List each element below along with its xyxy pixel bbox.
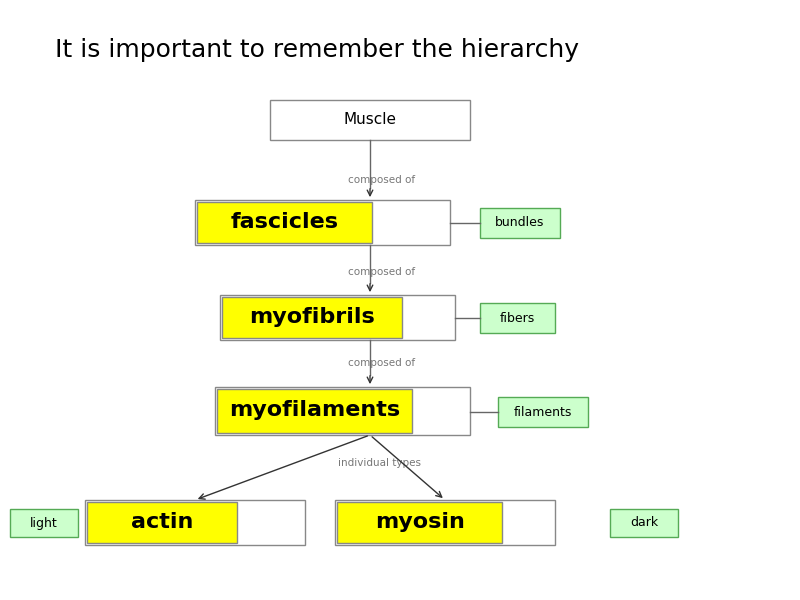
Bar — [217, 389, 412, 433]
Text: fascicles: fascicles — [231, 212, 339, 232]
Bar — [480, 208, 560, 238]
Bar — [195, 200, 450, 245]
Bar — [337, 502, 502, 543]
Bar — [498, 397, 588, 427]
Bar — [197, 202, 372, 243]
Text: bundles: bundles — [495, 217, 545, 229]
Text: composed of: composed of — [349, 358, 415, 368]
Bar — [87, 502, 237, 543]
Bar — [220, 295, 455, 340]
Bar — [480, 303, 555, 333]
Bar — [222, 297, 402, 338]
Bar — [10, 509, 78, 537]
Bar — [270, 100, 470, 140]
Bar — [215, 387, 470, 435]
Bar — [610, 509, 678, 537]
Text: actin: actin — [131, 512, 193, 532]
Text: It is important to remember the hierarchy: It is important to remember the hierarch… — [55, 38, 579, 62]
Text: light: light — [30, 517, 58, 529]
Bar — [85, 500, 305, 545]
Text: Muscle: Muscle — [343, 113, 397, 127]
Bar — [335, 500, 555, 545]
Text: fibers: fibers — [500, 311, 535, 325]
Text: composed of: composed of — [349, 267, 415, 277]
Text: composed of: composed of — [349, 175, 415, 185]
Text: dark: dark — [630, 517, 658, 529]
Text: myofibrils: myofibrils — [249, 307, 375, 327]
Text: filaments: filaments — [514, 406, 572, 419]
Text: myosin: myosin — [375, 512, 465, 532]
Text: individual types: individual types — [338, 458, 422, 468]
Text: myofilaments: myofilaments — [230, 400, 401, 420]
